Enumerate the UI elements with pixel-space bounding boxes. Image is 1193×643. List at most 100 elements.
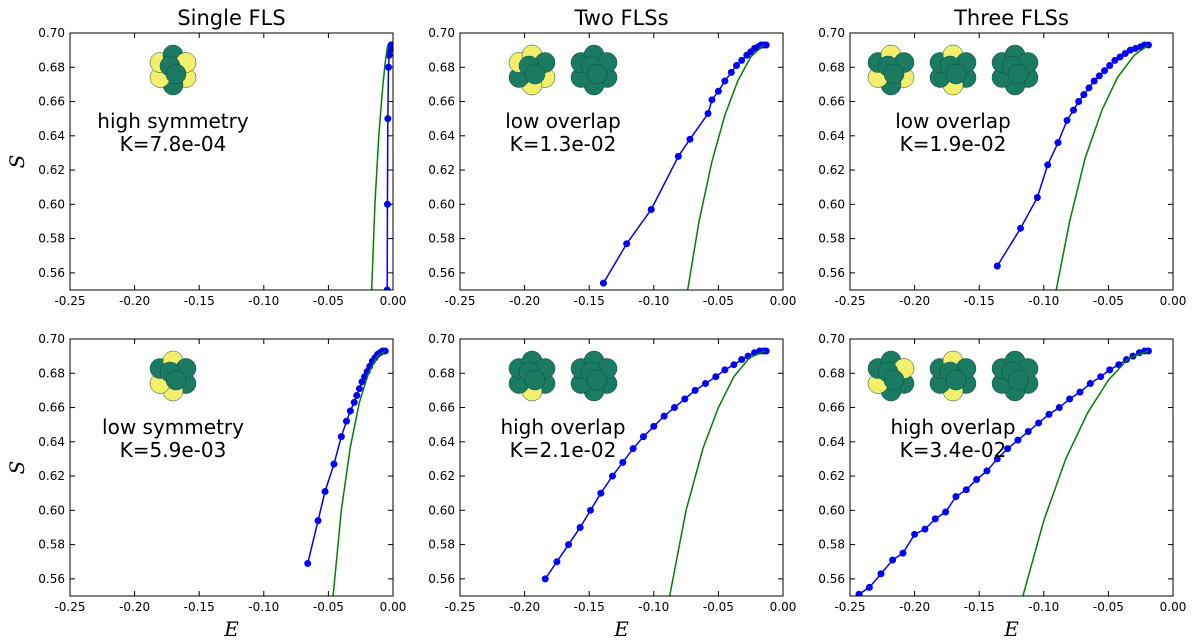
y-tick-label: 0.62 [38, 469, 65, 483]
marker [383, 286, 391, 290]
marker [1017, 224, 1025, 232]
marker [721, 366, 729, 374]
y-tick-label: 0.66 [38, 401, 65, 415]
y-tick-label: 0.62 [38, 163, 65, 177]
x-axis-label: E [1003, 617, 1019, 641]
molecule-icon [149, 44, 197, 96]
marker [721, 77, 729, 85]
y-tick-label: 0.56 [38, 266, 65, 280]
y-tick-label: 0.66 [818, 95, 845, 109]
marker [865, 583, 873, 591]
marker [342, 417, 350, 425]
series-line [307, 350, 386, 564]
x-tick-label: -0.10 [638, 600, 669, 614]
y-tick-label: 0.64 [38, 129, 65, 143]
y-tick-label: 0.60 [38, 503, 65, 517]
x-tick-label: -0.25 [444, 600, 475, 614]
marker [1044, 161, 1052, 169]
marker [1076, 388, 1084, 396]
y-tick-label: 0.64 [818, 129, 845, 143]
marker [388, 41, 393, 49]
marker [1095, 72, 1103, 80]
x-tick-label: -0.25 [444, 294, 475, 308]
series-line [332, 350, 386, 596]
marker [1063, 116, 1071, 124]
subplot-title: Two FLSs [573, 6, 668, 30]
marker [1035, 419, 1043, 427]
annotation: high symmetry [97, 109, 249, 133]
marker [1101, 67, 1109, 75]
subplot: -0.25 -0.20 -0.15 -0.10 -0.05 0.00 0.56 0.58 0.6… [428, 332, 796, 641]
marker [1106, 62, 1114, 70]
marker [1014, 436, 1022, 444]
marker [911, 530, 919, 538]
x-tick-label: -0.25 [54, 600, 85, 614]
x-tick-label: -0.05 [313, 294, 344, 308]
marker [1024, 428, 1032, 436]
marker [553, 558, 561, 566]
series-line [668, 350, 766, 596]
marker [712, 373, 720, 381]
marker [337, 433, 345, 441]
y-tick-label: 0.60 [428, 197, 455, 211]
plot-area [855, 347, 1152, 596]
marker [704, 110, 712, 118]
x-tick-label: -0.20 [119, 294, 150, 308]
marker [1106, 366, 1114, 374]
x-tick-label: -0.10 [1028, 600, 1059, 614]
y-tick-label: 0.62 [818, 163, 845, 177]
y-tick-label: 0.68 [38, 366, 65, 380]
marker [738, 56, 746, 64]
annotation: K=7.8e-04 [120, 132, 227, 156]
x-tick-label: 0.00 [1160, 600, 1187, 614]
marker [899, 549, 907, 557]
y-tick-label: 0.68 [818, 366, 845, 380]
marker [599, 279, 607, 287]
y-tick-label: 0.70 [818, 332, 845, 346]
marker [619, 458, 627, 466]
marker [314, 517, 322, 525]
x-tick-label: -0.05 [703, 600, 734, 614]
marker [565, 541, 573, 549]
x-tick-label: -0.05 [703, 294, 734, 308]
marker [346, 407, 354, 415]
marker [629, 445, 637, 453]
plot-area [370, 41, 393, 290]
molecule-icon [149, 350, 197, 402]
marker [889, 556, 897, 564]
marker [350, 398, 358, 406]
y-tick-label: 0.56 [818, 266, 845, 280]
marker [541, 575, 549, 583]
marker [730, 361, 738, 369]
molecule-icon [991, 350, 1039, 402]
y-tick-label: 0.58 [38, 538, 65, 552]
x-tick-label: -0.15 [184, 600, 215, 614]
marker [1054, 139, 1062, 147]
molecule-icon [991, 44, 1039, 96]
y-tick-label: 0.68 [38, 60, 65, 74]
marker [681, 395, 689, 403]
subplot: -0.25 -0.20 -0.15 -0.10 -0.05 0.00 0.56 0.58 0.6… [818, 332, 1186, 641]
plot-area [993, 41, 1152, 290]
y-tick-label: 0.70 [818, 26, 845, 40]
x-tick-label: -0.25 [834, 600, 865, 614]
marker [383, 200, 391, 208]
marker [762, 41, 770, 49]
marker [708, 96, 716, 104]
marker [921, 525, 929, 533]
y-tick-label: 0.56 [428, 572, 455, 586]
x-tick-label: -0.15 [574, 294, 605, 308]
x-tick-label: -0.20 [899, 600, 930, 614]
marker [623, 240, 631, 248]
y-tick-label: 0.62 [818, 469, 845, 483]
y-tick-label: 0.60 [818, 197, 845, 211]
marker [1004, 445, 1012, 453]
y-tick-label: 0.60 [428, 503, 455, 517]
x-tick-label: 0.00 [1160, 294, 1187, 308]
annotation: K=5.9e-03 [120, 438, 227, 462]
series-line [602, 44, 767, 284]
molecule-icon [508, 44, 556, 96]
marker [1045, 410, 1053, 418]
series-line [370, 44, 389, 290]
